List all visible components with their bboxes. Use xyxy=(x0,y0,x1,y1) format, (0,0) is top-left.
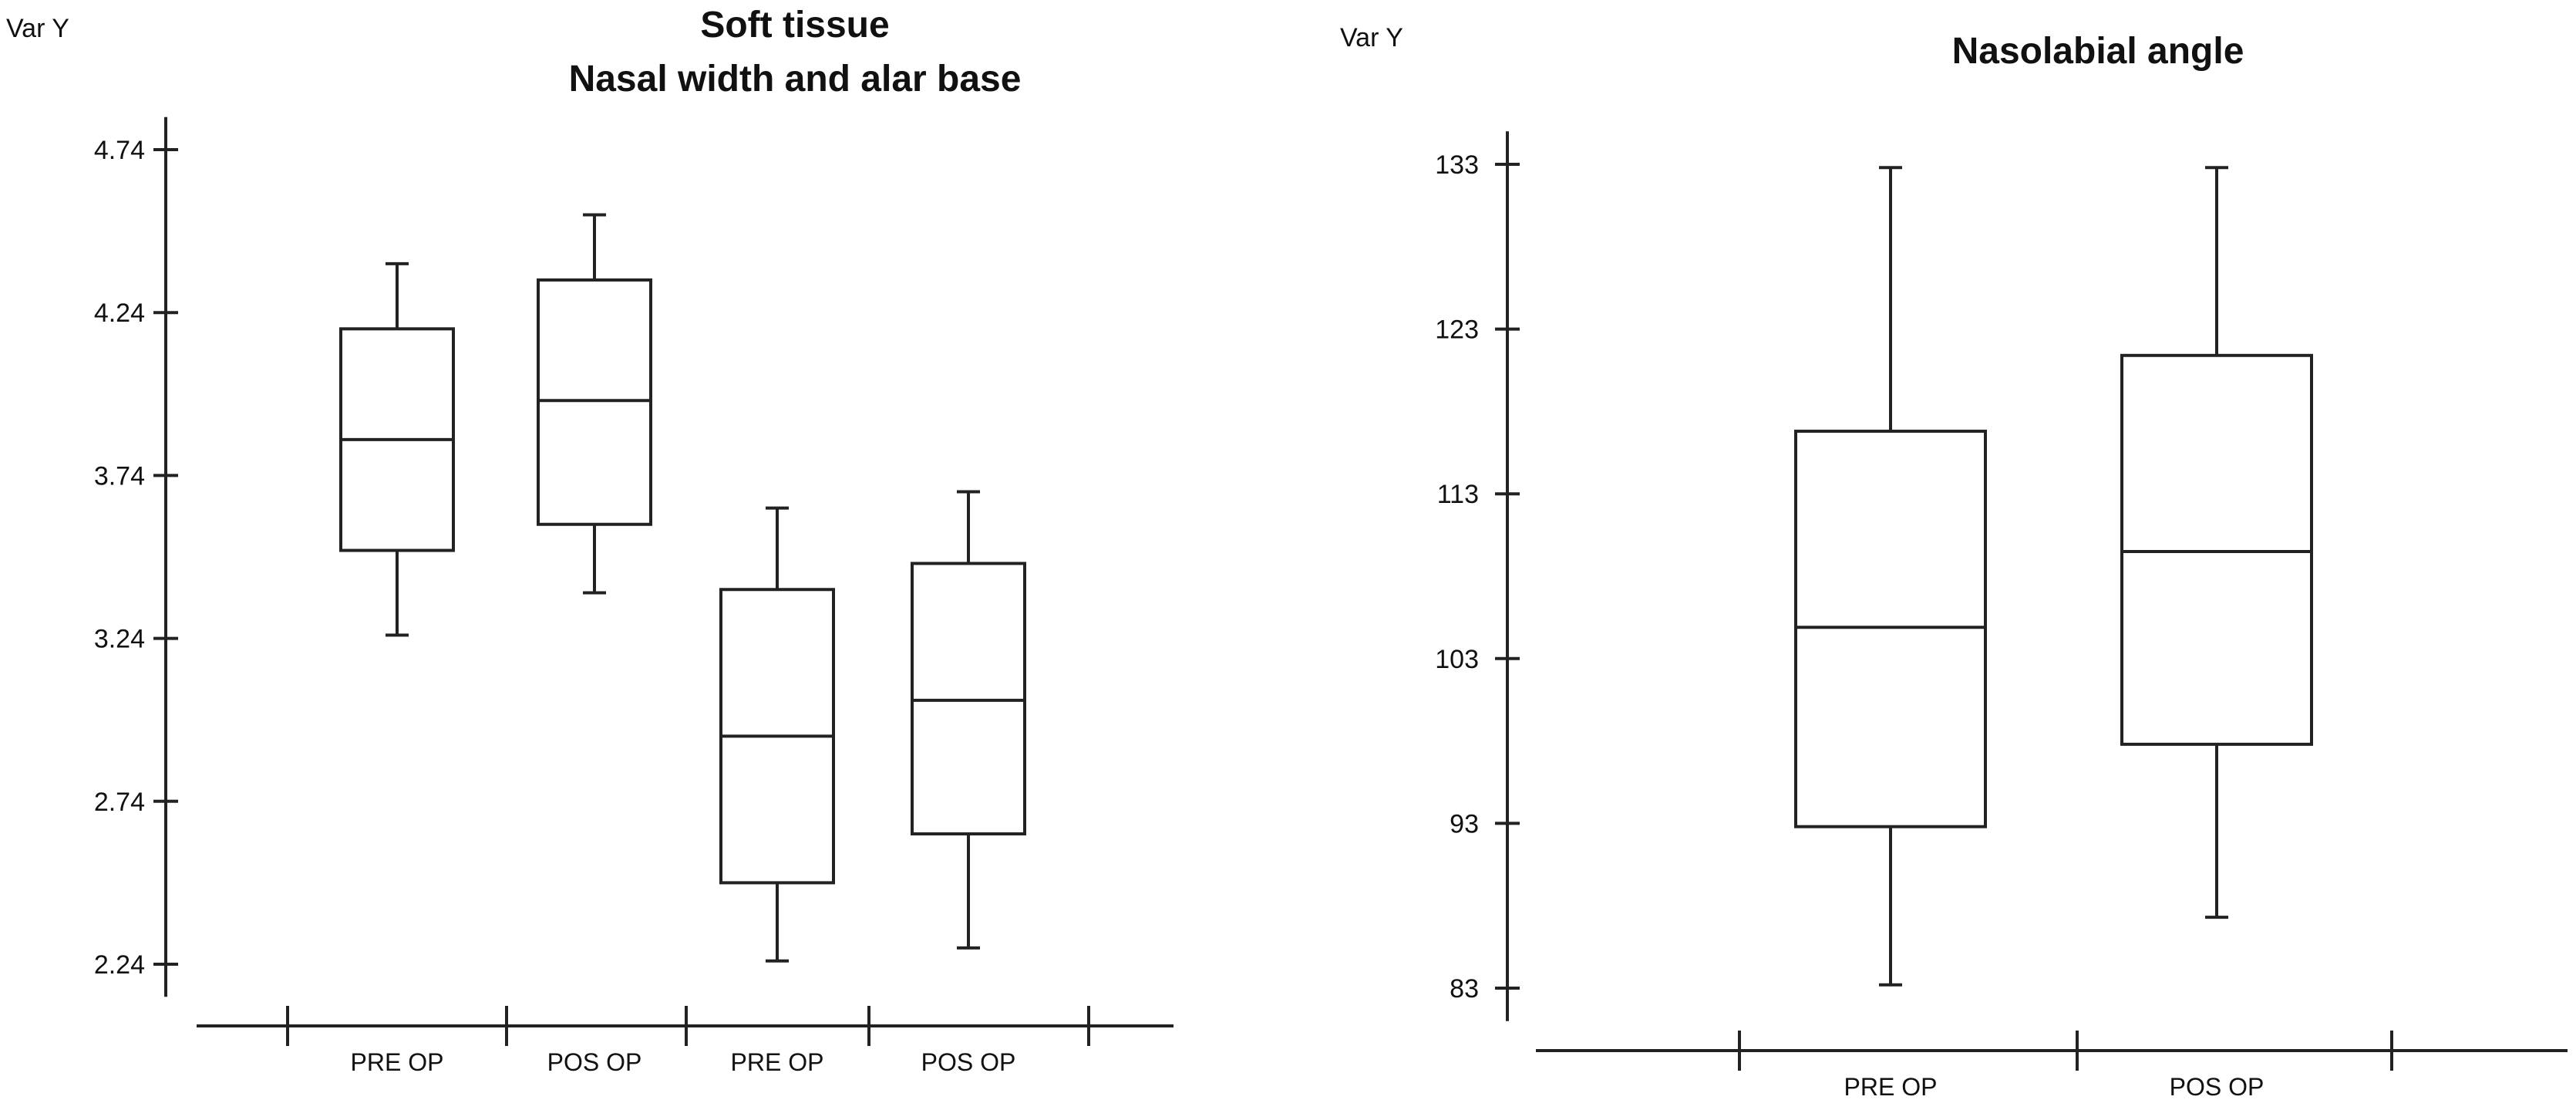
y-tick-label: 113 xyxy=(1437,480,1479,509)
y-tick-label: 3.74 xyxy=(94,461,145,491)
box-iqr xyxy=(1794,430,1987,828)
x-category-label: PRE OP xyxy=(351,1048,444,1076)
box-plot-1 xyxy=(339,261,455,637)
chart-title: Soft tissue xyxy=(700,5,889,46)
box-plot-2 xyxy=(537,213,652,595)
box-plot-4 xyxy=(911,490,1026,950)
y-tick-label: 4.24 xyxy=(94,299,145,328)
chart-title: Nasolabial angle xyxy=(1952,31,2244,72)
y-axis-label: Var Y xyxy=(1340,23,1403,52)
y-tick-label: 133 xyxy=(1435,150,1479,180)
box-plot-3 xyxy=(719,506,835,963)
y-tick-label: 123 xyxy=(1435,315,1479,345)
y-axis-label: Var Y xyxy=(6,14,69,43)
x-category-label: POS OP xyxy=(547,1048,642,1076)
y-tick-label: 4.74 xyxy=(94,136,145,165)
x-category-label: PRE OP xyxy=(731,1048,824,1076)
y-tick-label: 93 xyxy=(1450,809,1479,838)
box-iqr xyxy=(2120,353,2313,746)
x-category-label: POS OP xyxy=(2170,1073,2265,1101)
box-iqr xyxy=(537,278,652,526)
nasolabial-angle-chart: Var Y Nasolabial angle 133 123 113 103 93 83 P… xyxy=(1340,23,2568,1101)
box-plot-2 xyxy=(2120,166,2313,919)
box-plot-1 xyxy=(1794,166,1987,987)
box-iqr xyxy=(911,562,1026,836)
x-category-label: POS OP xyxy=(921,1048,1016,1076)
y-tick-label: 3.24 xyxy=(94,625,145,654)
chart-subtitle: Nasal width and alar base xyxy=(569,59,1022,100)
y-tick-label: 83 xyxy=(1450,974,1479,1004)
soft-tissue-chart: Var Y Soft tissue Nasal width and alar b… xyxy=(6,5,1174,1076)
y-tick-label: 2.24 xyxy=(94,950,145,980)
y-tick-label: 103 xyxy=(1435,645,1479,674)
x-category-label: PRE OP xyxy=(1844,1073,1938,1101)
y-tick-label: 2.74 xyxy=(94,788,145,817)
